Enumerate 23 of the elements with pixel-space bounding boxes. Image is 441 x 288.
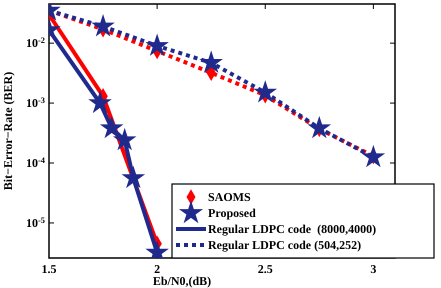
point [100,117,122,138]
y-tick-label: 10$^{-4}$ [26,156,46,170]
annotation: Proposed [208,206,256,220]
point [92,15,114,36]
annotation: SAOMS [208,190,251,204]
x-tick-label: 1.5 [42,262,56,276]
y-tick-label: 10$^{-5}$ [26,215,45,230]
point [308,117,330,138]
point [362,146,384,166]
legend-label: Regular LDPC code (504,252) [208,238,362,252]
point [200,52,222,72]
y-tick-label: 10$^{-3}$ [26,96,45,110]
x-tick-label: 2.5 [258,262,273,276]
x-axis-title: Eb/N0,(dB) [152,274,212,288]
legend-label: Regular LDPC code (8000,4000) [208,222,376,236]
point [146,34,168,56]
x-tick-label: 2 [154,262,160,276]
point [122,166,144,188]
point [114,128,136,150]
y-tick-label: 10$^{-2}$ [26,36,45,50]
y-axis-title: Bit−Error−Rate (BER) [1,72,15,190]
x-tick-label: 3 [370,262,376,276]
point [254,81,276,102]
